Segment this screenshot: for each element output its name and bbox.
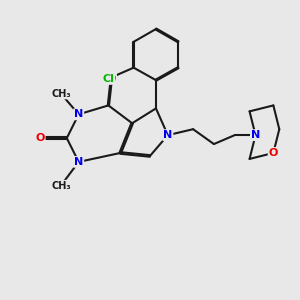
Text: Cl: Cl — [103, 74, 114, 84]
Text: CH₃: CH₃ — [51, 88, 70, 98]
Text: N: N — [74, 109, 83, 119]
Text: N: N — [163, 130, 172, 140]
Text: N: N — [251, 130, 260, 140]
Text: O: O — [107, 74, 116, 84]
Text: O: O — [35, 133, 45, 143]
Text: N: N — [74, 157, 83, 167]
Text: O: O — [269, 148, 278, 158]
Text: CH₃: CH₃ — [51, 181, 70, 191]
